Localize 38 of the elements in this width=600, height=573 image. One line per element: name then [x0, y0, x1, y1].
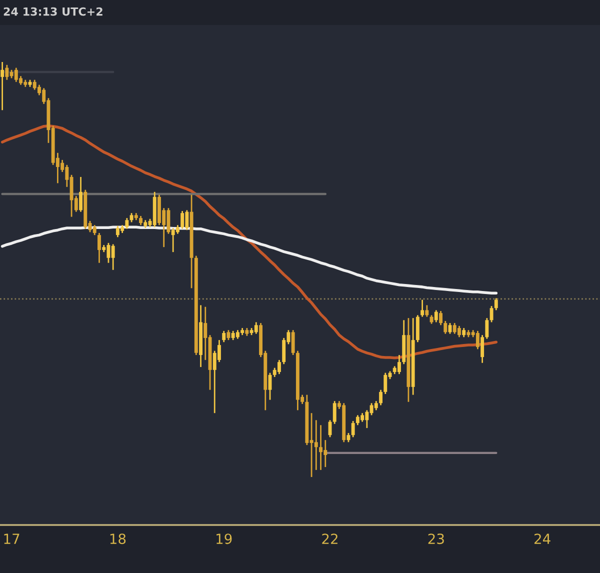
candlestick — [130, 212, 134, 223]
candlestick — [480, 334, 484, 364]
x-tick-label: 24 — [534, 534, 550, 544]
candlestick — [444, 320, 448, 335]
candlestick — [125, 217, 129, 230]
candlestick — [314, 419, 318, 471]
candlestick — [384, 372, 388, 395]
candlestick — [222, 330, 226, 343]
x-tick-label: 19 — [216, 534, 232, 544]
x-tick-label: 18 — [110, 534, 126, 544]
candlestick — [439, 310, 442, 326]
candlestick — [476, 330, 480, 350]
candlestick — [92, 224, 96, 236]
x-tick-label: 17 — [4, 534, 20, 544]
candlestick — [416, 314, 420, 343]
candlestick — [0, 61, 4, 111]
candlestick — [254, 322, 258, 335]
candlestick — [379, 389, 382, 406]
candlestick — [226, 329, 230, 341]
x-tick-label: 23 — [428, 534, 444, 544]
candlestick — [485, 317, 489, 340]
candlestick — [490, 305, 494, 323]
candlestick — [351, 420, 355, 438]
candlestick — [180, 210, 184, 230]
candlestick — [79, 176, 82, 213]
candlestick — [420, 299, 424, 318]
candlestick — [374, 400, 378, 411]
candlestick — [98, 232, 101, 264]
candlestick — [346, 432, 350, 443]
candlestick — [462, 327, 466, 338]
candlestick — [434, 309, 438, 323]
candlestick — [291, 329, 295, 356]
candlestick — [332, 400, 336, 425]
candlestick — [425, 304, 429, 318]
candlestick — [139, 215, 142, 226]
x-tick-label: 22 — [322, 534, 338, 544]
candlestick — [494, 297, 498, 311]
text: 24 13:13 UTC+2 — [4, 7, 102, 16]
